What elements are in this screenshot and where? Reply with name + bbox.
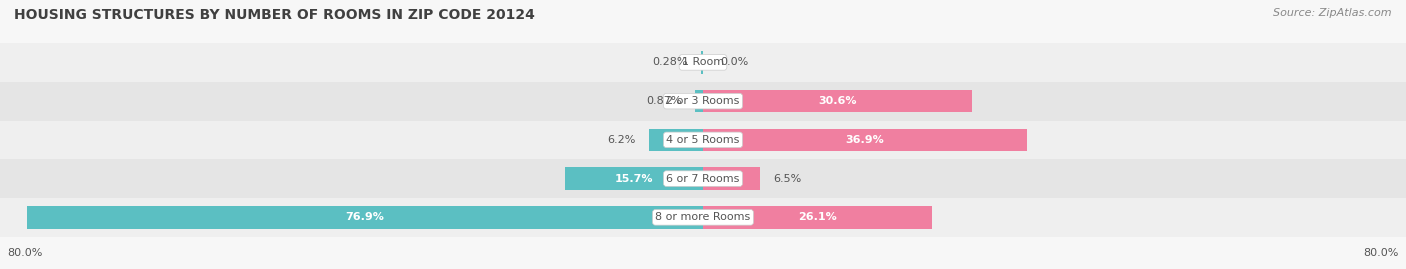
Text: 15.7%: 15.7% (614, 174, 654, 184)
Text: 30.6%: 30.6% (818, 96, 856, 106)
Text: 8 or more Rooms: 8 or more Rooms (655, 212, 751, 222)
Bar (703, 129, 1028, 151)
Bar (648, 129, 703, 151)
Bar (0, 198, 1406, 237)
Bar (700, 51, 703, 74)
Bar (565, 167, 703, 190)
Bar (0, 159, 1406, 198)
Text: 80.0%: 80.0% (7, 248, 42, 258)
Text: 0.0%: 0.0% (721, 57, 749, 68)
Bar (696, 90, 703, 112)
Text: 0.87%: 0.87% (647, 96, 682, 106)
Text: 4 or 5 Rooms: 4 or 5 Rooms (666, 135, 740, 145)
Text: 0.28%: 0.28% (652, 57, 688, 68)
Text: Source: ZipAtlas.com: Source: ZipAtlas.com (1274, 8, 1392, 18)
Bar (703, 206, 932, 229)
Text: 1 Room: 1 Room (682, 57, 724, 68)
Text: 36.9%: 36.9% (846, 135, 884, 145)
Text: 80.0%: 80.0% (1364, 248, 1399, 258)
Text: 6 or 7 Rooms: 6 or 7 Rooms (666, 174, 740, 184)
Text: 26.1%: 26.1% (799, 212, 837, 222)
Bar (0, 121, 1406, 159)
Bar (703, 90, 972, 112)
Text: 6.5%: 6.5% (773, 174, 801, 184)
Text: 6.2%: 6.2% (607, 135, 636, 145)
Bar (0, 82, 1406, 121)
Bar (703, 167, 761, 190)
Text: 76.9%: 76.9% (346, 212, 385, 222)
Bar (0, 43, 1406, 82)
Text: HOUSING STRUCTURES BY NUMBER OF ROOMS IN ZIP CODE 20124: HOUSING STRUCTURES BY NUMBER OF ROOMS IN… (14, 8, 534, 22)
Text: 2 or 3 Rooms: 2 or 3 Rooms (666, 96, 740, 106)
Bar (27, 206, 703, 229)
